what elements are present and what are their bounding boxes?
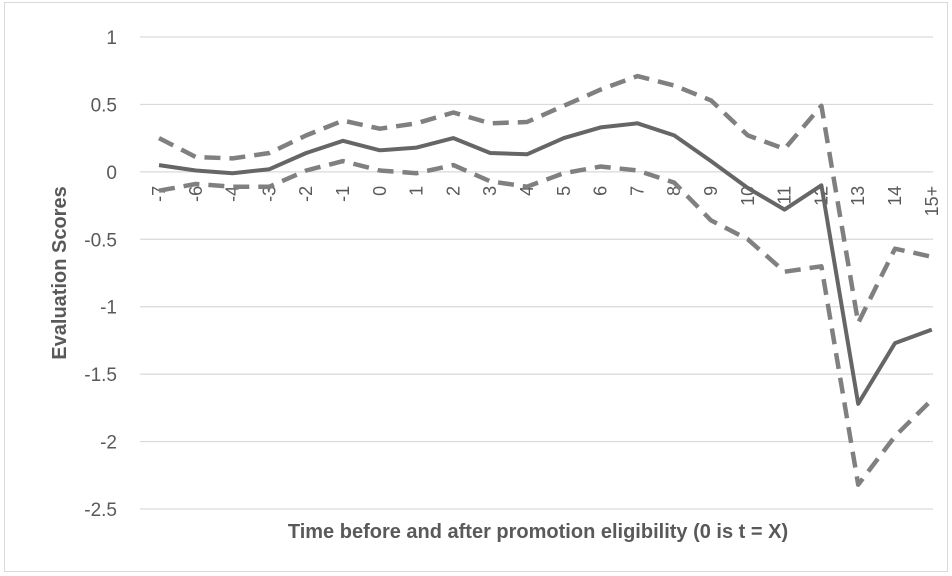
x-tick-label: 7 (627, 186, 647, 196)
series-lines (157, 73, 934, 487)
x-tick-label: 9 (701, 186, 721, 196)
x-tick-label: 15+ (922, 186, 942, 217)
x-axis-label: Time before and after promotion eligibil… (288, 521, 788, 543)
x-tick-label: 14 (885, 186, 905, 206)
x-axis-tick-labels: -7 -6 -4 -3 -2 -1 0 1 2 3 4 5 6 7 8 9 10 11 12 13 14 15+ (149, 186, 942, 217)
x-tick-label: 0 (370, 186, 390, 196)
x-tick-label: 1 (407, 186, 427, 196)
grid-lines (140, 36, 933, 510)
y-tick-label: -2 (100, 433, 117, 454)
series-line-dashed (158, 158, 934, 487)
y-tick-label: -1.5 (84, 365, 117, 386)
x-tick-label: 8 (664, 186, 684, 196)
x-tick-label: 6 (591, 186, 611, 196)
x-tick-label: -6 (186, 186, 206, 202)
x-tick-label: -4 (223, 186, 243, 202)
series-line-dashed (157, 73, 933, 326)
x-tick-label: -1 (333, 186, 353, 202)
series-line-solid (158, 121, 933, 406)
x-tick-label: -2 (296, 186, 316, 202)
y-tick-label: 1 (106, 28, 117, 49)
x-tick-label: 3 (480, 186, 500, 196)
y-tick-label: 0 (106, 163, 117, 184)
x-tick-label: 5 (554, 186, 574, 196)
x-tick-label: 11 (775, 186, 795, 205)
y-axis-label: Evaluation Scores (49, 186, 71, 359)
x-tick-label: 2 (443, 186, 463, 196)
y-tick-label: -2.5 (84, 500, 117, 521)
y-tick-label: 0.5 (91, 95, 117, 116)
y-tick-label: -0.5 (84, 230, 117, 251)
y-axis-tick-labels: 1 0.5 0 -0.5 -1 -1.5 -2 -2.5 (84, 28, 117, 521)
chart-frame (4, 2, 948, 572)
y-tick-label: -1 (100, 298, 117, 319)
x-tick-label: 13 (848, 186, 868, 206)
x-tick-label: 4 (517, 186, 537, 196)
x-tick-label: -3 (259, 186, 279, 202)
